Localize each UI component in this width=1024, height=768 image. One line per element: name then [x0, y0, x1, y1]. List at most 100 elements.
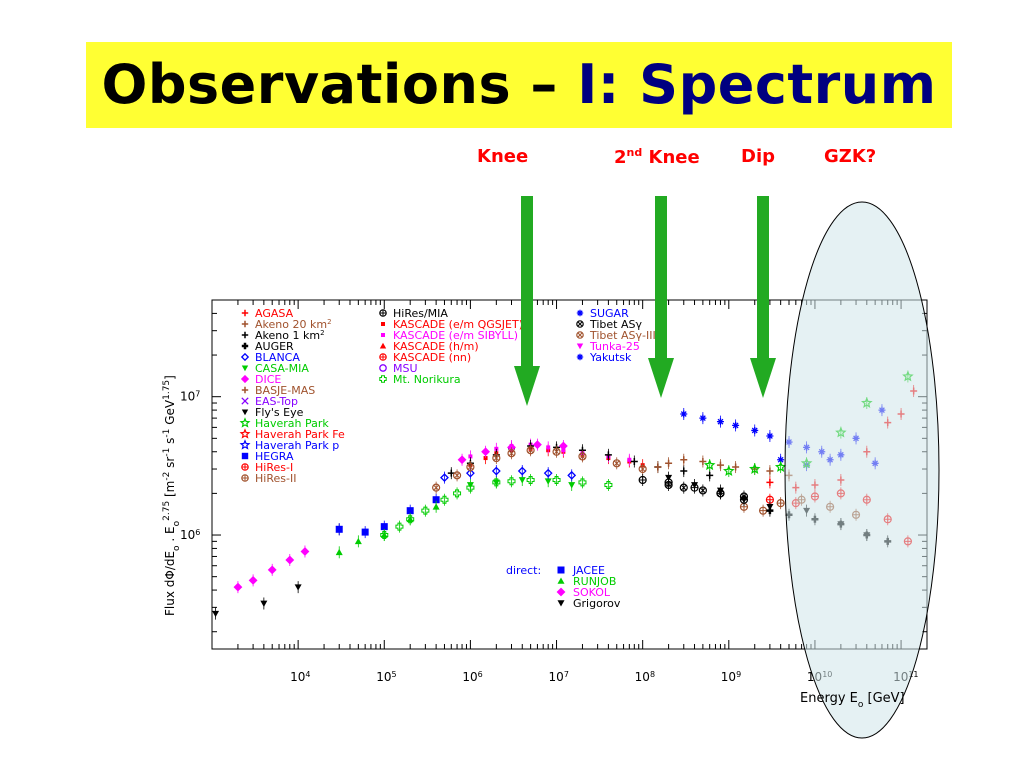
legend-entry-label: BASJE-MAS [255, 384, 315, 397]
series-tibet-as-iii [432, 444, 647, 494]
data-point [630, 455, 638, 468]
data-point [260, 597, 268, 610]
data-point [690, 481, 699, 494]
feature-arrow [750, 196, 776, 398]
legend-entry-label: DICE [255, 373, 281, 386]
data-point [552, 473, 561, 486]
direct-legend-label: SOKOL [573, 586, 611, 599]
y-axis-label-sub: o [172, 545, 182, 551]
data-point [285, 553, 295, 566]
data-point [507, 475, 516, 488]
x-tick-label: 106 [462, 670, 482, 685]
legend-entry: HiRes/MIA [379, 307, 448, 320]
data-point [432, 500, 440, 513]
direct-legend-entry: Grigorov [557, 597, 621, 610]
x-axis-label-units: [GeV] [863, 691, 904, 706]
data-point [766, 429, 774, 442]
legend-entry: Fly's Eye [241, 406, 304, 419]
legend-entry: MSU [379, 362, 418, 375]
data-point [440, 471, 449, 484]
data-point [533, 438, 542, 451]
data-points [212, 370, 918, 620]
data-point [776, 497, 785, 510]
direct-legend-entry: SOKOL [556, 586, 611, 599]
data-point [739, 493, 749, 506]
data-point [453, 487, 462, 500]
data-point [680, 407, 688, 420]
data-point [604, 448, 612, 461]
legend-entry-label: Haverah Park p [255, 439, 339, 452]
x-tick-label: 105 [376, 670, 396, 685]
legend-entry-label: Yakutsk [589, 351, 632, 364]
second-knee-number: 2 [614, 147, 627, 168]
legend-entry-label: KASCADE (e/m SIBYLL) [393, 329, 518, 342]
data-point [567, 469, 577, 482]
data-point [665, 457, 673, 470]
legend-entry-label: CASA-MIA [255, 362, 309, 375]
data-point [492, 476, 500, 489]
series-jacee [335, 493, 440, 539]
data-point [267, 563, 277, 576]
y-axis-label-mid: . E [163, 526, 177, 545]
legend-entry: BASJE-MAS [241, 384, 315, 397]
x-axis-label-sub: o [858, 700, 864, 710]
feature-arrows [514, 196, 776, 406]
legend-entry-label: BLANCA [255, 351, 300, 364]
series-casa-mia [466, 473, 576, 491]
data-point [300, 545, 310, 558]
data-point [680, 453, 688, 466]
data-point [233, 581, 243, 594]
y-axis-label-mid-sub: o [172, 520, 182, 526]
data-point [716, 487, 725, 500]
data-point [766, 476, 774, 489]
series-sokol [233, 545, 310, 594]
legend-entry: KASCADE (nn) [379, 351, 471, 364]
direct-legend-label: JACEE [572, 564, 605, 577]
y-axis-label-units7: GeV [163, 399, 177, 428]
data-point [354, 535, 362, 548]
legend-entry: HiRes-II [241, 472, 296, 485]
data-point [732, 419, 740, 432]
gzk-label-text: GZK? [824, 146, 877, 167]
data-point [612, 457, 621, 470]
data-point [679, 481, 688, 494]
y-axis-label: Flux dΦ/dEo . Eo2.75 [m-2 sr-1 s-1 GeV1.… [162, 375, 182, 616]
legend-entry-label: KASCADE (nn) [393, 351, 471, 364]
legend-entry: Haverah Park [239, 417, 329, 430]
data-point [526, 444, 535, 457]
data-point [361, 526, 369, 539]
data-point [507, 447, 516, 460]
direct-label: direct: [506, 564, 541, 577]
legend-entry-label: Haverah Park [255, 417, 329, 430]
legend-entry: Akeno 1 km2 [241, 329, 325, 342]
y-axis-label-mid-sup: 2.75 [162, 501, 172, 521]
legend-entry-label: HiRes-II [255, 472, 296, 485]
direct-legend-entry: RUNJOB [557, 575, 616, 588]
legend-entry: HiRes-I [241, 461, 293, 474]
data-point [716, 459, 724, 472]
legend-entry-label: Mt. Norikura [393, 373, 461, 386]
y-axis-label-units8: 1.75 [162, 380, 172, 400]
y-tick-label: 106 [180, 528, 200, 543]
y-tick-label: 107 [180, 389, 200, 404]
second-knee-word: Knee [642, 147, 700, 168]
data-point [543, 467, 553, 480]
title-part-spectrum: I: Spectrum [577, 53, 937, 116]
feature-label-second-knee: 2nd Knee [614, 146, 700, 168]
series-blanca [440, 465, 577, 484]
legend-entry: Mt. Norikura [379, 373, 461, 386]
x-tick-label: 104 [290, 670, 310, 685]
legend-entry-label: HiRes-I [255, 461, 293, 474]
legend-entry: SUGAR [576, 307, 629, 320]
data-point [716, 415, 724, 428]
data-point [774, 461, 787, 474]
data-point [552, 445, 561, 458]
y-axis-label-units2: -2 [162, 472, 172, 481]
direct-legend-label: RUNJOB [573, 575, 616, 588]
legend-entry: Tibet ASγ-III [576, 329, 656, 342]
legend-entry-label: Akeno 20 km2 [255, 318, 332, 331]
data-point [457, 453, 467, 466]
data-point [440, 493, 449, 506]
